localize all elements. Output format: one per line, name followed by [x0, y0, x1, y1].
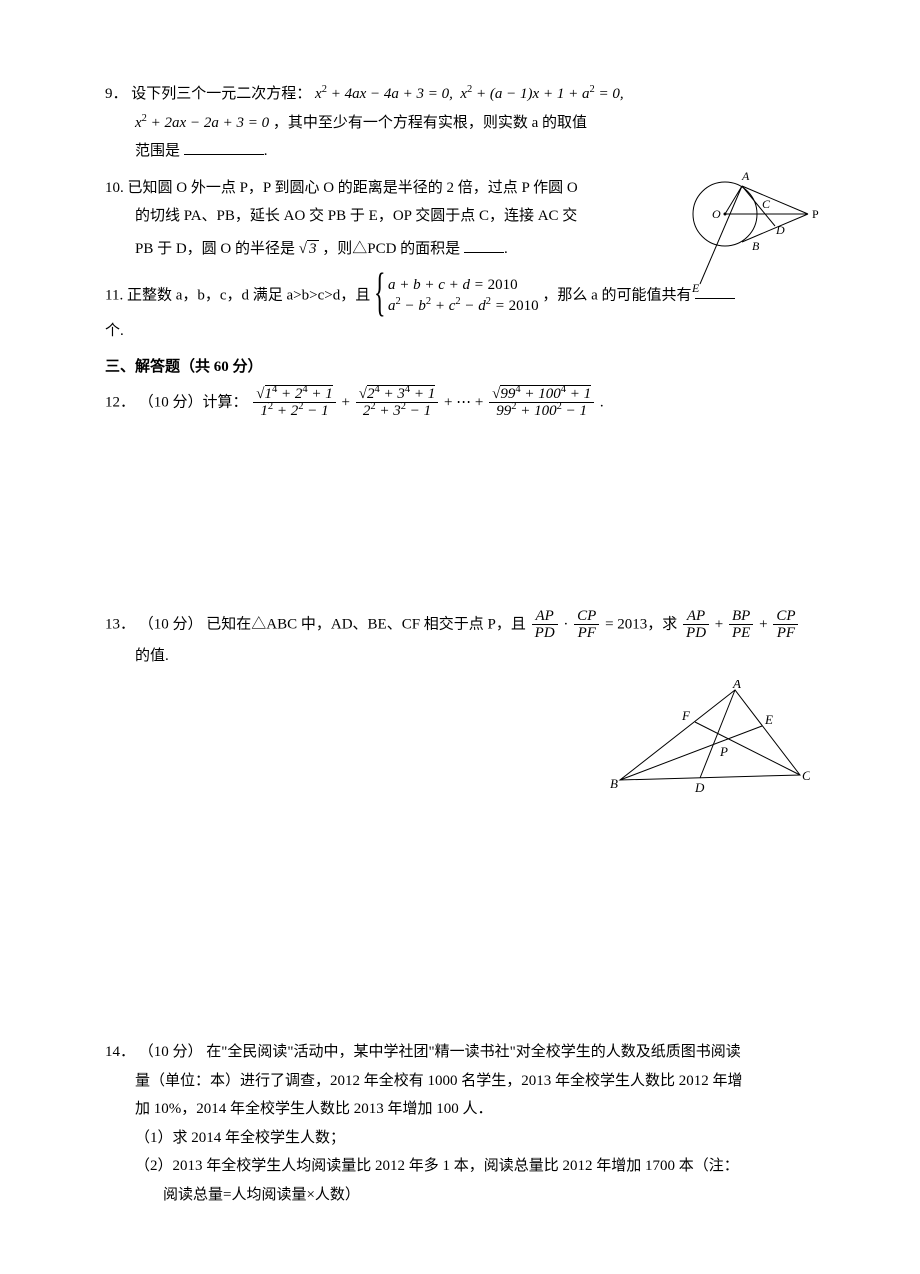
- problem-number: 12．: [105, 394, 135, 410]
- problem-points: （10 分）: [139, 1044, 203, 1060]
- svg-text:D: D: [694, 780, 705, 795]
- problem-text: 已知在△ABC 中，AD、BE、CF 相交于点 P，且: [206, 616, 526, 632]
- problem-text: 已知圆 O 外一点 P，P 到圆心 O 的距离是半径的 2 倍，过点 P 作圆 …: [128, 180, 578, 196]
- dot: ·: [563, 616, 572, 632]
- problem-text: 设下列三个一元二次方程：: [131, 86, 311, 102]
- problem-number: 11.: [105, 287, 123, 303]
- subquestion: （2）2013 年全校学生人均阅读量比 2012 年多 1 本，阅读总量比 20…: [105, 1152, 830, 1181]
- fraction: CPPF: [773, 608, 798, 642]
- fraction: APPD: [532, 608, 558, 642]
- fraction: CPPF: [574, 608, 599, 642]
- problem-line: 范围是 .: [105, 137, 830, 166]
- svg-text:E: E: [764, 712, 773, 727]
- subquestion: （1）求 2014 年全校学生人数；: [105, 1124, 830, 1153]
- fraction: APPD: [683, 608, 709, 642]
- fraction: √994 + 1004 + 1 992 + 1002 − 1: [489, 386, 594, 420]
- problem-text: PB 于 D，圆 O 的半径是: [135, 241, 295, 257]
- problem-14: 14． （10 分） 在"全民阅读"活动中，某中学社团"精一读书社"对全校学生的…: [105, 1038, 830, 1209]
- svg-text:D: D: [775, 223, 785, 237]
- problem-text: ，则△PCD 的面积是: [322, 241, 460, 257]
- answer-blank: [464, 238, 504, 253]
- svg-text:A: A: [732, 680, 741, 691]
- equation-system: a + b + c + d = 2010 a2 − b2 + c2 − d2 =…: [374, 275, 539, 317]
- spacer: [105, 428, 830, 608]
- problem-text: 正整数 a，b，c，d 满足 a>b>c>d，且: [127, 287, 370, 303]
- plus: +: [342, 394, 354, 410]
- svg-text:O: O: [712, 207, 721, 221]
- problem-line: PB 于 D，圆 O 的半径是 √3 ，则△PCD 的面积是 .: [105, 231, 670, 267]
- problem-11: 11. 正整数 a，b，c，d 满足 a>b>c>d，且 a + b + c +…: [105, 275, 830, 346]
- section-heading: 三、解答题（共 60 分）: [105, 353, 830, 382]
- problem-number: 14．: [105, 1044, 135, 1060]
- problem-10: A B C D E O P 10. 已知圆 O 外一点 P，P 到圆心 O 的距…: [105, 174, 830, 267]
- problem-12: 12． （10 分）计算： √14 + 24 + 1 12 + 22 − 1 +…: [105, 386, 830, 420]
- svg-text:P: P: [812, 207, 819, 221]
- dots: + ⋯ +: [444, 394, 487, 410]
- fraction: BPPE: [729, 608, 753, 642]
- answer-blank: [184, 140, 264, 155]
- triangle-diagram: A B C D E F P: [610, 680, 810, 800]
- plus: +: [759, 616, 771, 632]
- problem-points: （10 分）: [139, 616, 203, 632]
- svg-text:C: C: [802, 768, 810, 783]
- plus: +: [715, 616, 727, 632]
- problem-line: 量（单位：本）进行了调查，2012 年全校有 1000 名学生，2013 年全校…: [105, 1067, 830, 1096]
- problem-text: 在"全民阅读"活动中，某中学社团"精一读书社"对全校学生的人数及纸质图书阅读: [206, 1044, 741, 1060]
- fraction: √14 + 24 + 1 12 + 22 − 1: [253, 386, 335, 420]
- problem-text: ，那么 a 的可能值共有: [542, 287, 691, 303]
- problem-points: （10 分）计算：: [139, 394, 248, 410]
- subquestion-note: 阅读总量=人均阅读量×人数）: [105, 1181, 830, 1210]
- problem-tail: 的值.: [105, 642, 830, 671]
- svg-text:P: P: [719, 744, 728, 759]
- fraction: √24 + 34 + 1 22 + 32 − 1: [356, 386, 438, 420]
- problem-tail: 个.: [105, 317, 830, 346]
- svg-text:C: C: [762, 197, 771, 211]
- problem-line: x2 + 2ax − 2a + 3 = 0 ，其中至少有一个方程有实根，则实数 …: [105, 109, 830, 138]
- problem-13: 13． （10 分） 已知在△ABC 中，AD、BE、CF 相交于点 P，且 A…: [105, 608, 830, 801]
- svg-text:B: B: [752, 239, 760, 253]
- problem-number: 13．: [105, 616, 135, 632]
- problem-number: 9．: [105, 86, 128, 102]
- problem-9: 9． 设下列三个一元二次方程： x2 + 4ax − 4a + 3 = 0, x…: [105, 80, 830, 166]
- svg-text:B: B: [610, 776, 618, 791]
- problem-text: 范围是: [135, 143, 180, 159]
- equals: = 2013，求: [605, 616, 677, 632]
- answer-blank: [695, 284, 735, 299]
- radius-value: √3: [299, 240, 319, 257]
- problem-line: 的切线 PA、PB，延长 AO 交 PB 于 E，OP 交圆于点 C，连接 AC…: [105, 202, 670, 231]
- period: .: [600, 394, 604, 410]
- problem-text: ，其中至少有一个方程有实根，则实数 a 的取值: [273, 115, 587, 131]
- problem-number: 10.: [105, 180, 124, 196]
- problem-line: 加 10%，2014 年全校学生人数比 2013 年增加 100 人．: [105, 1095, 830, 1124]
- equation: x2 + 4ax − 4a + 3 = 0, x2 + (a − 1)x + 1…: [315, 86, 624, 102]
- equation: x2 + 2ax − 2a + 3 = 0: [135, 115, 269, 131]
- svg-text:A: A: [741, 169, 750, 183]
- spacer: [105, 808, 830, 1038]
- svg-text:F: F: [681, 708, 691, 723]
